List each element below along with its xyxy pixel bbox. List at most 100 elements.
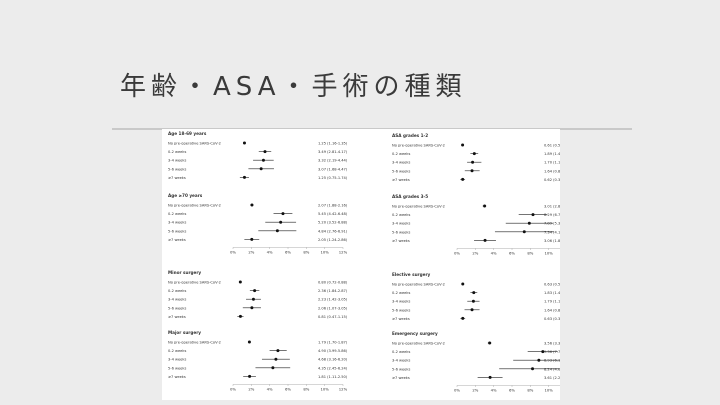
estimate-point xyxy=(471,160,475,164)
x-tick-label: 4% xyxy=(267,386,273,391)
estimate-point xyxy=(263,150,267,154)
ci-value: 1.81 (1.11-2.50) xyxy=(318,375,348,379)
estimate-point xyxy=(261,158,265,162)
row-label: No pre-operative SARS-CoV-2 xyxy=(168,142,221,146)
estimate-point xyxy=(279,220,283,224)
row-label: 3-4 weeks xyxy=(168,358,186,362)
x-tick-label: 6% xyxy=(509,250,515,255)
ci-value: 3.61 (2.25-4.97) xyxy=(544,376,560,380)
estimate-point xyxy=(242,175,246,179)
estimate-point xyxy=(461,316,465,320)
ci-value: 2.36 (1.84-2.87) xyxy=(318,289,348,293)
row-label: 0-2 weeks xyxy=(168,212,186,216)
estimate-point xyxy=(537,358,541,362)
estimate-point xyxy=(531,367,535,371)
ci-value: 0.63 (0.37-0.89) xyxy=(544,317,560,321)
estimate-point xyxy=(250,203,254,207)
estimate-point xyxy=(461,282,465,286)
estimate-point xyxy=(250,237,254,241)
row-label: 5-6 weeks xyxy=(168,366,186,370)
row-label: ≥7 weeks xyxy=(168,375,186,379)
x-tick-label: 6% xyxy=(509,387,515,392)
ci-value: 1.89 (1.46-2.31) xyxy=(544,152,560,156)
x-tick-label: 4% xyxy=(267,249,273,254)
estimate-point xyxy=(259,167,263,171)
panel-title: Elective surgery xyxy=(392,272,431,277)
row-label: No pre-operative SARS-CoV-2 xyxy=(392,342,445,346)
x-tick-label: 8% xyxy=(527,250,533,255)
row-label: No pre-operative SARS-CoV-2 xyxy=(168,204,221,208)
row-label: 3-4 weeks xyxy=(392,300,410,304)
ci-value: 5.20 (3.52-6.88) xyxy=(318,221,348,225)
row-label: 0-2 weeks xyxy=(392,152,410,156)
ci-value: 1.79 (1.70-1.87) xyxy=(318,341,348,345)
ci-value: 9.36 (7.71-10.99) xyxy=(544,350,560,354)
panel-title: Age 18-69 years xyxy=(168,131,207,136)
x-tick-label: 10% xyxy=(320,249,329,254)
ci-value: 4.68 (3.16-6.20) xyxy=(318,358,348,362)
row-label: ≥7 weeks xyxy=(168,315,186,319)
ci-value: 8.29 (6.73-9.86) xyxy=(544,213,560,217)
row-label: ≥7 weeks xyxy=(392,376,410,380)
ci-value: 1.70 (1.10-2.66) xyxy=(544,161,560,165)
x-tick-label: 12% xyxy=(339,386,348,391)
row-label: 0-2 weeks xyxy=(168,150,186,154)
row-label: No pre-operative SARS-CoV-2 xyxy=(168,281,221,285)
slide-title: 年齢・ASA・手術の種類 xyxy=(120,72,467,102)
row-label: 3-4 weeks xyxy=(168,159,186,163)
ci-value: 2.23 (1.42-3.05) xyxy=(318,298,348,302)
forest-plot-svg: Age 18-69 years No pre-operative SARS-CoV… xyxy=(168,131,560,392)
x-tick-label: 2% xyxy=(472,250,478,255)
row-label: ≥7 weeks xyxy=(392,317,410,321)
x-tick-label: 0% xyxy=(230,386,236,391)
x-tick-label: 10% xyxy=(544,387,553,392)
estimate-point xyxy=(472,291,476,295)
ci-value: 8.24 (4.60-11.16) xyxy=(544,367,560,371)
x-tick-label: 12% xyxy=(339,249,348,254)
estimate-point xyxy=(274,357,278,361)
ci-value: 0.80 (0.72-0.88) xyxy=(318,281,348,285)
ci-value: 1.79 (1.12-2.46) xyxy=(544,300,560,304)
ci-value: 3.01 (2.80-3.19) xyxy=(544,205,560,209)
estimate-point xyxy=(488,375,492,379)
estimate-point xyxy=(271,366,275,370)
row-label: 5-6 weeks xyxy=(392,230,410,234)
x-tick-label: 8% xyxy=(527,387,533,392)
row-label: 0-2 weeks xyxy=(392,350,410,354)
x-tick-label: 0% xyxy=(230,249,236,254)
ci-value: 1.83 (1.46-2.21) xyxy=(544,291,560,295)
row-label: 0-2 weeks xyxy=(392,213,410,217)
estimate-point xyxy=(248,374,252,378)
estimate-point xyxy=(483,238,487,242)
row-label: ≥7 weeks xyxy=(168,176,186,180)
estimate-point xyxy=(472,152,476,156)
ci-value: 0.62 (0.36-0.88) xyxy=(544,178,560,182)
estimate-point xyxy=(470,308,474,312)
ci-value: 1.25 (1.16-1.35) xyxy=(318,142,348,146)
estimate-point xyxy=(483,204,487,208)
ci-value: 0.61 (0.56-0.66) xyxy=(544,144,560,148)
estimate-point xyxy=(531,213,535,217)
estimate-point xyxy=(470,169,474,173)
panel-title: Minor surgery xyxy=(168,270,201,275)
row-label: 3-4 weeks xyxy=(392,359,410,363)
x-tick-label: 10% xyxy=(544,250,553,255)
estimate-point xyxy=(247,340,251,344)
x-tick-label: 6% xyxy=(285,249,291,254)
row-label: 0-2 weeks xyxy=(168,349,186,353)
x-tick-label: 0% xyxy=(454,250,460,255)
estimate-point xyxy=(251,297,255,301)
row-label: No pre-operative SARS-CoV-2 xyxy=(168,341,221,345)
panel-title: Emergency surgery xyxy=(392,331,438,336)
ci-value: 7.34 (4.14-10.54) xyxy=(544,230,560,234)
x-tick-label: 0% xyxy=(454,387,460,392)
estimate-point xyxy=(461,143,465,147)
x-tick-label: 2% xyxy=(472,387,478,392)
ci-value: 2.05 (1.24-2.86) xyxy=(318,238,348,242)
row-label: 3-4 weeks xyxy=(392,161,410,165)
row-label: 5-6 weeks xyxy=(168,306,186,310)
estimate-point xyxy=(527,221,531,225)
ci-value: 3.32 (2.19-4.44) xyxy=(318,159,348,163)
x-tick-label: 2% xyxy=(248,386,254,391)
row-label: ≥7 weeks xyxy=(392,239,410,243)
